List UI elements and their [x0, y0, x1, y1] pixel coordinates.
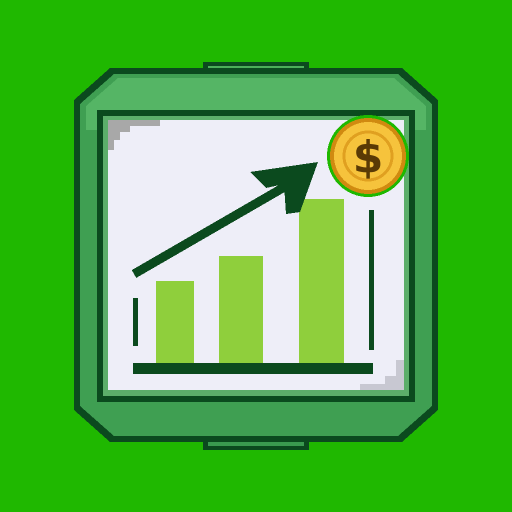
coin-symbol: $: [353, 132, 384, 183]
axis-left: [133, 298, 138, 346]
bar: [219, 256, 263, 363]
bar: [299, 199, 344, 363]
baseline: [133, 363, 373, 374]
bar: [156, 281, 194, 363]
screen-shade: [360, 345, 404, 390]
arrow-head: [250, 162, 318, 214]
coin-ring: [342, 130, 394, 182]
arrow-shaft: [131, 174, 303, 278]
axis-right: [369, 210, 374, 350]
screen-shade: [108, 120, 160, 150]
